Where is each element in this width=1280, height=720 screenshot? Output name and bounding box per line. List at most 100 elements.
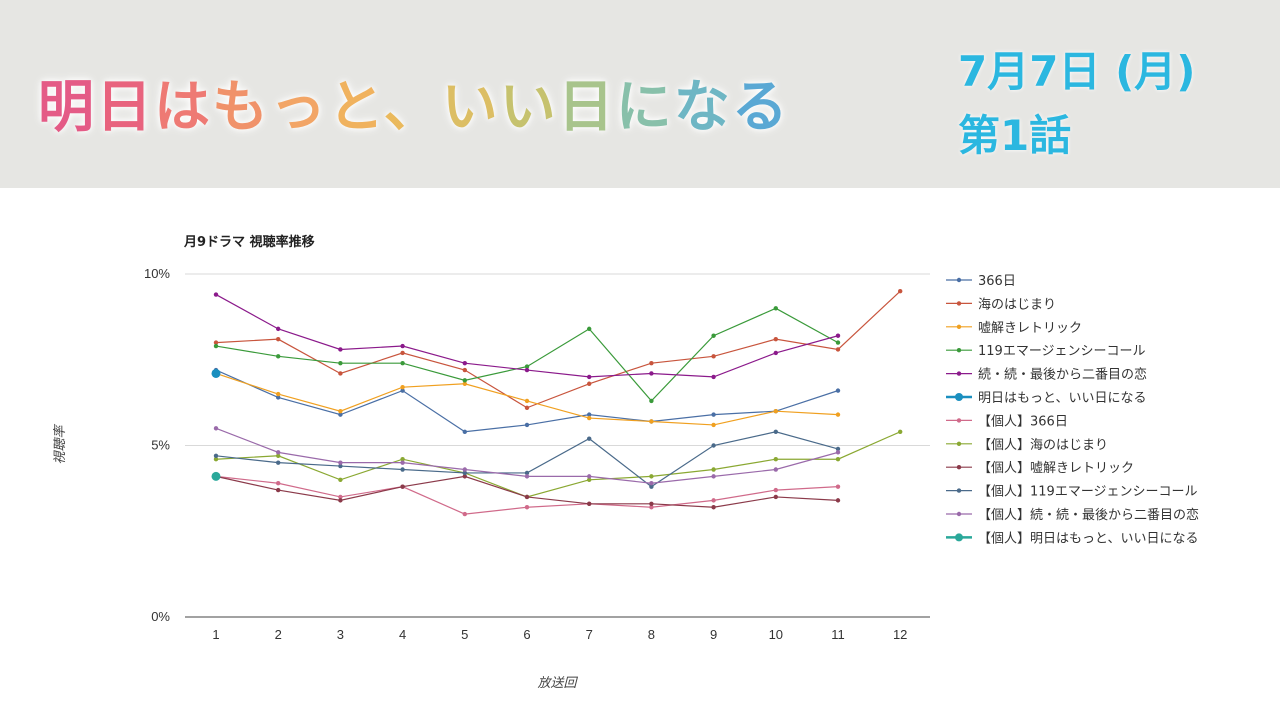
legend-label: 【個人】続・続・最後から二番目の恋: [978, 507, 1199, 523]
legend-item: 嘘解きレトリック: [946, 321, 1082, 336]
data-point: [649, 474, 654, 479]
x-tick-label: 1: [212, 627, 219, 642]
header-banner: 明日はもっと、いい日になる 7月7日 (月) 第1話: [0, 0, 1280, 188]
data-point: [835, 450, 841, 455]
x-tick-label: 7: [586, 627, 593, 642]
data-point: [338, 412, 343, 417]
data-point: [773, 306, 778, 311]
data-point: [462, 378, 467, 383]
data-point: [773, 467, 778, 472]
data-point: [524, 470, 530, 476]
data-point: [276, 336, 281, 342]
legend-swatch-dot: [956, 465, 962, 470]
data-point: [835, 333, 841, 338]
data-point: [649, 484, 654, 489]
series-path: [215, 475, 839, 508]
data-point: [276, 395, 281, 400]
data-point: [898, 288, 903, 294]
data-point: [400, 457, 405, 462]
title-char: と: [328, 75, 384, 140]
series-line: [211, 368, 221, 378]
title-char: も: [212, 75, 270, 140]
series-lines: [211, 288, 903, 517]
legend-swatch-dot: [955, 393, 963, 401]
data-point: [711, 412, 716, 417]
data-point: [276, 326, 281, 332]
data-point: [338, 494, 343, 500]
data-point: [400, 360, 405, 366]
data-point: [462, 367, 467, 373]
title-char: に: [615, 75, 674, 140]
data-point: [524, 405, 530, 410]
legend-label: 嘘解きレトリック: [978, 321, 1082, 336]
x-tick-label: 12: [893, 627, 907, 642]
legend-item: 119エマージェンシーコール: [946, 344, 1146, 359]
title-char: は: [154, 75, 212, 140]
y-tick-label: 0%: [151, 609, 170, 624]
data-point: [587, 374, 592, 380]
data-point: [773, 336, 778, 342]
legend-swatch-dot: [956, 277, 962, 283]
data-point: [524, 364, 530, 369]
legend-label: 【個人】119エマージェンシーコール: [978, 485, 1198, 500]
data-point: [835, 457, 841, 462]
data-point: [773, 429, 778, 434]
title-char: 日: [557, 75, 616, 140]
legend-swatch-dot: [956, 511, 962, 517]
y-axis-ticks: 0% 5% 10%: [144, 266, 170, 624]
data-point: [649, 501, 654, 507]
data-point: [400, 384, 405, 390]
legend-item: 【個人】366日: [946, 414, 1068, 429]
data-point: [773, 457, 778, 462]
data-point: [524, 367, 530, 373]
data-point: [462, 470, 467, 476]
data-point: [587, 474, 592, 479]
data-point: [462, 381, 467, 386]
show-title: 明日はもっと、いい日になる: [38, 62, 790, 143]
legend-swatch-dot: [956, 301, 962, 306]
legend-item: 366日: [946, 274, 1016, 289]
data-point: [462, 474, 467, 479]
series-line: [213, 429, 841, 489]
legend-swatch-dot: [956, 371, 962, 376]
legend-label: 明日はもっと、いい日になる: [978, 391, 1146, 406]
data-point: [338, 463, 343, 469]
legend-swatch-dot: [956, 324, 962, 329]
legend-label: 【個人】海のはじまり: [978, 438, 1108, 453]
legend-item: 【個人】嘘解きレトリック: [946, 461, 1134, 476]
data-point: [835, 446, 841, 452]
series-line: [213, 426, 841, 486]
y-axis-title: 視聴率: [52, 424, 68, 465]
data-point: [649, 419, 654, 424]
title-char: 、: [383, 75, 442, 140]
data-point: [711, 505, 716, 510]
data-point: [711, 354, 716, 359]
legend-label: 海のはじまり: [978, 297, 1056, 312]
data-point: [213, 426, 219, 431]
data-point: [649, 360, 654, 366]
data-point: [711, 333, 716, 338]
data-point: [773, 350, 778, 356]
title-char: な: [673, 75, 732, 140]
ratings-line-chart: 月9ドラマ 視聴率推移 0%5%10% 1 2 3 4 5 6 7 8 9 10 11 12 366日…: [52, 234, 1199, 691]
x-axis-ticks: 1 2 3 4 5 6 7 8 9 10 11 12: [212, 627, 907, 642]
data-point: [213, 343, 219, 349]
title-char: 明: [38, 75, 96, 140]
legend-label: 【個人】明日はもっと、いい日になる: [978, 531, 1198, 546]
data-point: [524, 494, 530, 500]
data-point: [276, 354, 281, 359]
legend-label: 続・続・最後から二番目の恋: [978, 367, 1147, 383]
data-point: [649, 398, 654, 404]
data-point: [338, 347, 343, 352]
data-point: [338, 409, 343, 414]
data-point: [711, 422, 716, 428]
data-point: [773, 494, 778, 500]
legend-swatch-dot: [956, 348, 962, 353]
data-point: [587, 326, 592, 332]
data-point: [462, 429, 467, 434]
data-point: [400, 388, 405, 393]
data-point: [835, 340, 841, 345]
data-point: [462, 467, 467, 472]
data-point: [711, 467, 716, 472]
series-line: [213, 306, 841, 404]
